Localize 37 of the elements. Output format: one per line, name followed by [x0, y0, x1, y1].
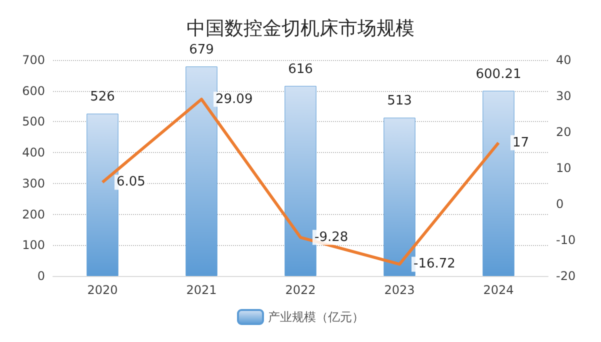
y-tick-label: 200 — [22, 207, 45, 222]
y2-tick-label: -20 — [556, 269, 576, 283]
y2-tick-label: 40 — [556, 53, 572, 67]
x-tick-label: 2023 — [384, 283, 415, 297]
data-label: -16.72 — [414, 256, 456, 272]
y-tick-label: 100 — [22, 238, 45, 252]
y2-tick-label: 10 — [556, 161, 572, 175]
data-label: 29.09 — [216, 92, 253, 107]
data-label: 6.05 — [116, 174, 146, 190]
x-tick-label: 2021 — [186, 283, 217, 297]
data-label: -9.28 — [314, 230, 348, 245]
y-tick-label: 700 — [22, 53, 45, 67]
data-label: 600.21 — [476, 66, 522, 82]
data-label: 679 — [189, 42, 214, 58]
y-tick-label: 500 — [22, 114, 45, 129]
y-tick-label: 400 — [22, 146, 45, 160]
y-tick-label: 0 — [37, 269, 45, 283]
x-tick-label: 2022 — [285, 283, 316, 297]
x-tick-label: 2020 — [87, 283, 118, 297]
y-tick-label: 600 — [22, 84, 45, 98]
y2-tick-label: 30 — [556, 89, 572, 103]
bar — [186, 66, 218, 276]
y-tick-label: 300 — [22, 176, 45, 190]
data-label: 526 — [90, 90, 115, 105]
data-label: 17 — [512, 135, 530, 150]
bar — [86, 114, 118, 276]
y2-tick-label: -10 — [556, 233, 576, 247]
bar — [384, 118, 416, 276]
bar — [284, 86, 316, 276]
data-label: 616 — [288, 62, 313, 77]
x-tick-label: 2024 — [483, 283, 514, 297]
chart-title: 中国数控金切机床市场规模 — [186, 18, 414, 40]
data-label: 513 — [387, 94, 412, 109]
legend-label: 产业规模（亿元） — [268, 310, 364, 324]
bar — [482, 90, 514, 276]
y2-tick-label: 0 — [556, 197, 564, 211]
y2-tick-label: 20 — [556, 125, 572, 139]
